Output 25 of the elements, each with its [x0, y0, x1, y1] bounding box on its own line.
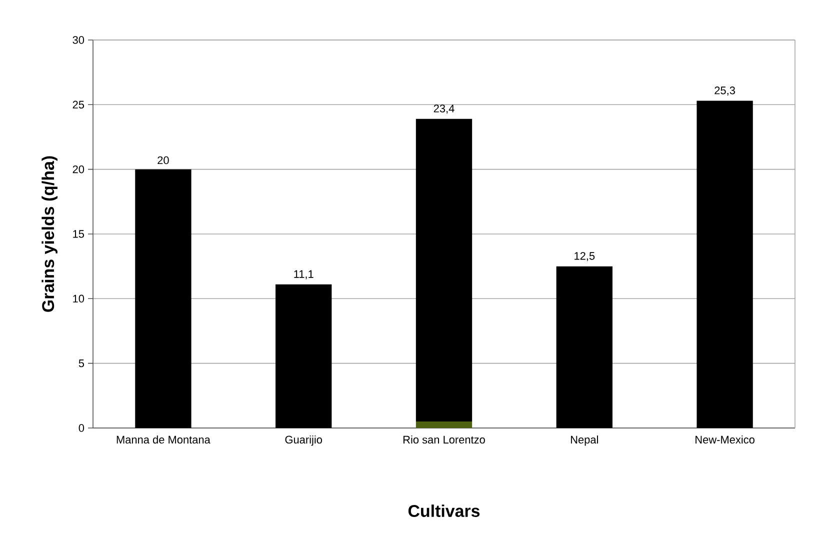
y-tick-label: 20: [72, 165, 84, 174]
y-tick-label: 10: [73, 294, 84, 303]
data-label: 23,4: [434, 104, 454, 114]
bar: [696, 100, 753, 428]
data-label: 12,5: [574, 252, 595, 262]
x-axis-title: Cultivars: [408, 504, 480, 518]
bar: [416, 422, 472, 428]
data-label: 25,3: [714, 86, 735, 96]
x-tick-label: Manna de Montana: [116, 436, 210, 444]
y-tick-label: 0: [78, 424, 84, 432]
y-tick-label: 30: [72, 36, 84, 44]
x-tick-label: Rio san Lorentzo: [403, 436, 485, 444]
x-tick-label: Guarijio: [285, 436, 322, 446]
x-tick-label: New-Mexico: [696, 436, 754, 444]
bar: [276, 284, 332, 428]
x-tick-label: Nepal: [570, 436, 598, 446]
y-tick-label: 15: [73, 230, 84, 238]
y-tick-label: 25: [72, 100, 84, 109]
data-label: 20: [158, 156, 169, 164]
y-tick-label: 5: [78, 360, 84, 368]
bar: [135, 169, 192, 428]
bar: [556, 266, 612, 428]
bar: [416, 118, 472, 422]
y-axis-title: Grains yields (q/ha): [42, 156, 58, 312]
data-label: 11,1: [294, 270, 314, 280]
